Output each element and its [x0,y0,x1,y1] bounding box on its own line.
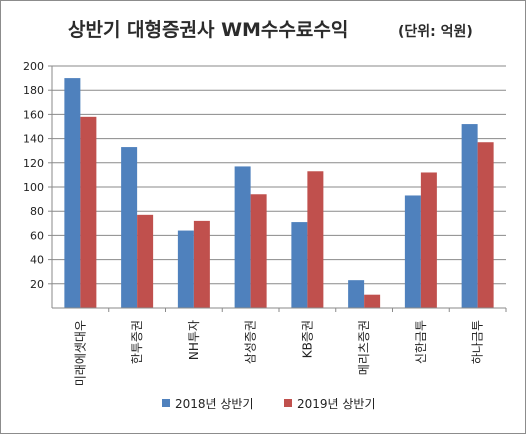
bar-2018-5 [348,280,365,308]
bar-2019-5 [364,294,381,308]
y-tick-label: 120 [23,157,44,170]
y-tick-label: 140 [23,133,44,146]
y-tick-label: 20 [30,278,44,291]
category-label: 삼성증권 [244,320,258,364]
bar-2019-4 [307,171,324,308]
y-tick-label: 180 [23,84,44,97]
y-tick-label: 80 [30,205,44,218]
y-tick-label: 200 [23,60,44,73]
legend: 2018년 상반기 2019년 상반기 [162,397,376,411]
category-label: 신한금투 [414,320,428,364]
bar-2019-3 [250,194,267,308]
legend-label: 2018년 상반기 [175,397,254,411]
bars [64,78,494,308]
y-tick-label: 60 [30,229,44,242]
chart-subtitle: (단위: 억원) [398,23,473,40]
legend-label: 2019년 상반기 [297,397,376,411]
bar-2019-7 [477,142,494,308]
legend-swatch-0 [162,399,170,407]
bar-2019-6 [420,172,437,308]
x-axis: 미래에셋대우 한투증권 NH투자 삼성증권 KB증권 메리츠증권 신한금투 하나금투 [52,307,507,386]
bar-2019-0 [80,116,97,308]
y-tick-label: 100 [23,181,44,194]
bar-2018-3 [234,166,251,308]
bar-2018-6 [404,195,421,308]
bar-2019-2 [193,220,210,308]
category-label: 하나금투 [471,320,485,364]
bar-2019-1 [137,214,154,308]
category-label: 미래에셋대우 [73,320,87,386]
gridlines [52,65,506,285]
bar-2018-2 [177,230,194,308]
category-label: 메리츠증권 [357,320,371,375]
category-label: NH투자 [187,320,201,360]
category-label: 한투증권 [130,320,144,364]
y-tick-label: 160 [23,108,44,121]
bar-2018-4 [291,222,308,308]
legend-swatch-1 [284,399,292,407]
chart-title: 상반기 대형증권사 WM수수료수익 [68,19,348,41]
bar-2018-7 [461,124,478,308]
bar-2018-1 [121,147,138,308]
bar-2018-0 [64,78,81,308]
y-tick-label: 40 [30,254,44,267]
y-axis: 20 40 60 80 100 120 140 160 180 200 [23,60,53,308]
category-label: KB증권 [300,320,314,358]
